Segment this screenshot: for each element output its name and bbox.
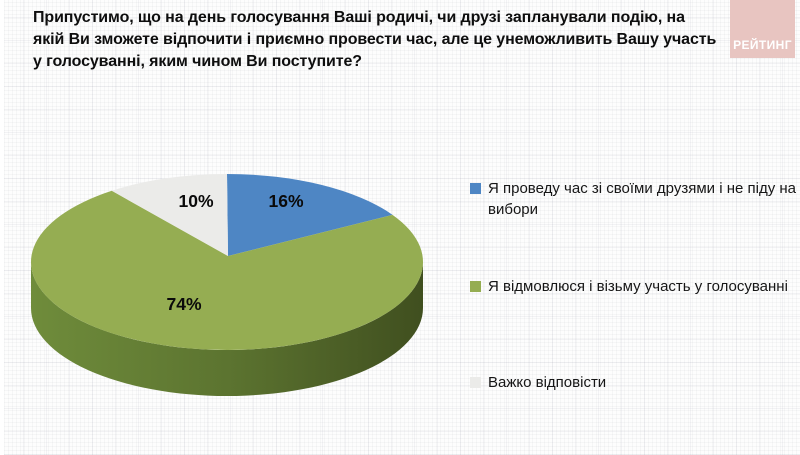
legend-item-hard-to-say: Важко відповісти [470, 372, 800, 393]
left-margin [0, 0, 4, 455]
pie-slice-value-label: 10% [178, 191, 213, 211]
legend-swatch-gray [470, 377, 481, 388]
legend-item-friends: Я проведу час зі своїми друзями і не під… [470, 178, 800, 220]
rating-group-logo-text: РЕЙТИНГ [733, 38, 792, 52]
pie-slice-value-label: 16% [268, 191, 303, 211]
pie-slice [111, 174, 228, 256]
legend-label: Я відмовлюся і візьму участь у голосуван… [488, 278, 788, 295]
question-title: Припустимо, що на день голосування Ваші … [33, 7, 716, 73]
pie-slice-value-label: 74% [166, 294, 201, 314]
question-title-line1: Припустимо, що на день голосування Ваші … [33, 9, 685, 26]
question-title-line2: якій Ви зможете відпочити і приємно пров… [33, 31, 717, 48]
pie-slice [227, 174, 393, 256]
pie-chart: 16% 74% 10% [0, 150, 460, 450]
pie-slice-side [31, 262, 423, 396]
rating-group-logo: РЕЙТИНГ [730, 0, 795, 58]
legend-swatch-blue [470, 183, 481, 194]
pie-slice [30, 190, 423, 351]
legend: Я проведу час зі своїми друзями і не під… [470, 0, 800, 455]
legend-label: Важко відповісти [488, 374, 607, 391]
pie-chart-svg: 16% 74% 10% [30, 174, 423, 396]
legend-swatch-green [470, 281, 481, 292]
legend-item-vote: Я відмовлюся і візьму участь у голосуван… [470, 276, 800, 297]
question-title-line3: у голосуванні, яким чином Ви поступите? [33, 53, 362, 70]
legend-label: Я проведу час зі своїми друзями і не під… [488, 180, 796, 218]
